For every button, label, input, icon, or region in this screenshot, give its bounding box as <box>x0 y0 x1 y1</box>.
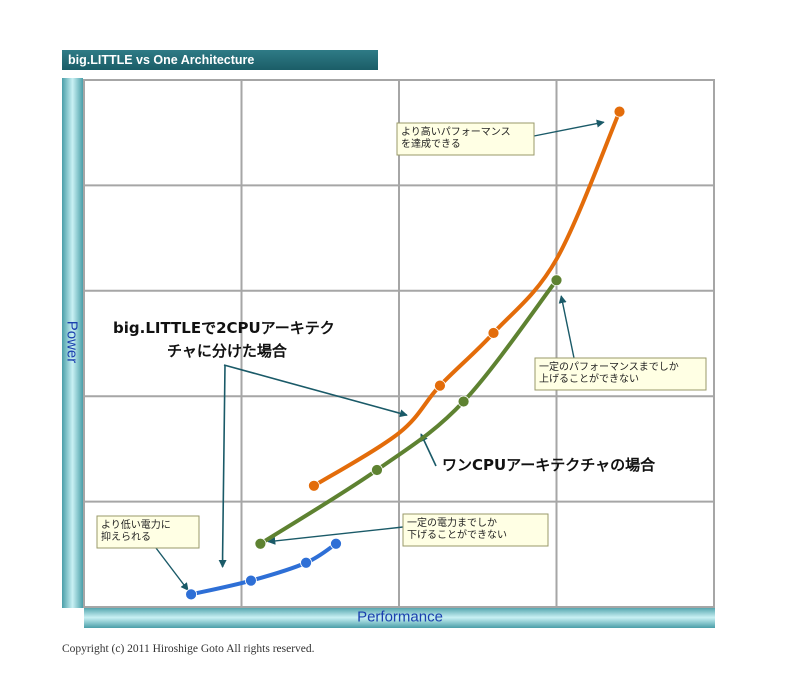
callout-box-perf-limit <box>534 357 707 391</box>
data-point-2-1 <box>245 574 257 587</box>
callout-text-lower-power-0: より低い電力に <box>101 518 171 531</box>
data-point-2-0 <box>185 588 198 601</box>
data-point-1-0 <box>254 537 267 550</box>
callout-box-higher-perf <box>396 122 535 156</box>
callout-arrow-higher-perf <box>533 119 605 137</box>
callout-text-perf-limit-1: 上げることができない <box>539 372 639 385</box>
callout-text-lower-power-1: 抑えられる <box>101 531 151 543</box>
callout-text-perf-limit-0: 一定のパフォーマンスまでしか <box>539 360 679 373</box>
annotation-label-big-little-0: big.LITTLEで2CPUアーキテク <box>113 319 335 337</box>
callout-text-higher-perf-0: より高いパフォーマンス <box>401 125 511 138</box>
series-line-0 <box>311 109 622 488</box>
chart-title: big.LITTLE vs One Architecture <box>62 50 378 70</box>
data-point-0-2 <box>434 379 446 392</box>
callout-arrow-power-limit <box>267 526 404 545</box>
callout-text-power-limit-0: 一定の電力までしか <box>407 516 497 529</box>
data-point-2-3 <box>330 537 342 550</box>
y-axis-bar <box>62 78 83 608</box>
callout-text-higher-perf-1: を達成できる <box>401 138 461 150</box>
copyright-notice: Copyright (c) 2011 Hiroshige Goto All ri… <box>62 643 315 655</box>
callout-box-power-limit <box>402 513 549 547</box>
annotation-label-big-little-1: チャに分けた場合 <box>167 342 288 360</box>
series-line-2 <box>189 541 338 597</box>
data-point-0-3 <box>487 327 500 339</box>
data-point-1-3 <box>550 274 563 287</box>
data-point-2-2 <box>300 556 312 569</box>
data-point-1-2 <box>457 395 470 408</box>
data-point-0-0 <box>308 479 320 492</box>
annotation-arrow-big-little-0 <box>223 364 408 418</box>
annotation-arrow-big-little-1 <box>218 364 227 568</box>
callout-text-power-limit-1: 下げることができない <box>407 528 507 541</box>
series-line-1 <box>258 278 559 546</box>
callout-box-lower-power <box>96 515 200 549</box>
callout-arrow-perf-limit <box>558 295 575 359</box>
data-point-1-1 <box>371 464 383 476</box>
x-axis-title: Performance <box>357 608 443 626</box>
callout-arrow-lower-power <box>155 547 189 591</box>
data-point-0-5 <box>613 105 626 118</box>
x-axis-bar <box>84 607 715 628</box>
annotation-label-one-cpu-0: ワンCPUアーキテクチャの場合 <box>442 456 656 474</box>
